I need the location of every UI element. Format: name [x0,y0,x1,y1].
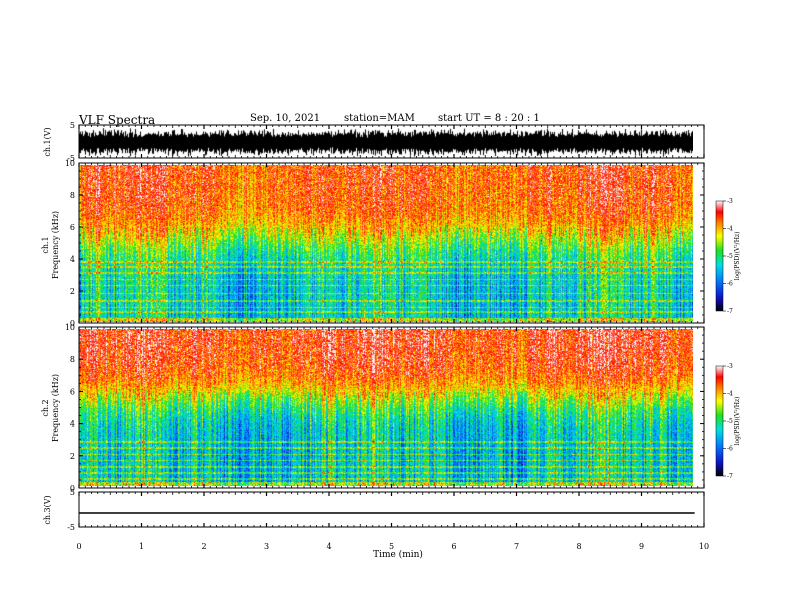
plot-title: VLF Spectra [79,113,156,127]
colorbar-tick-label: -4 [727,391,733,398]
y-tick-label: 6 [70,223,75,232]
x-tick-label: 8 [576,542,581,551]
x-tick-label: 1 [139,542,144,551]
colorbar-tick-label: -7 [727,308,733,315]
y-tick-label: 4 [70,255,75,264]
colorbar-tick-label: -4 [727,226,733,233]
y-tick-label: 8 [70,191,75,200]
y-tick-label: 8 [70,355,75,364]
colorbar-tick-label: -5 [727,418,733,425]
ch1-spec-ylabel-line2: Frequency (kHz) [51,211,60,279]
colorbar-tick-label: -6 [727,281,733,288]
ch1-waveform [79,128,693,157]
x-tick-label: 6 [451,542,456,551]
x-tick-label: 0 [76,542,81,551]
ch3-volt-ylabel: ch.3(V) [43,495,52,524]
colorbar-tick-label: -3 [727,363,733,370]
x-tick-label: 10 [699,542,709,551]
ch2-spec-ylabel-line2: Frequency (kHz) [51,374,60,442]
x-tick-label: 2 [201,542,206,551]
x-tick-label: 5 [389,542,394,551]
x-tick-label: 4 [326,542,331,551]
date-label: Sep. 10, 2021 [250,113,321,124]
station-label: station=MAM [344,113,415,124]
y-tick-label: 10 [65,323,75,332]
colorbar-tick-label: -5 [727,253,733,260]
ch1-colorbar-label: log(PSD)(V²/Hz) [734,232,741,281]
ch3-waveform-frame [78,491,705,528]
y-tick-label: 10 [65,159,75,168]
y-tick-label: -5 [67,154,75,163]
ch1-spec-ylabel-line1: ch.1 [41,236,50,253]
x-axis-label: Time (min) [373,549,423,560]
ch2-colorbar [715,365,724,477]
colorbar-tick-label: -7 [727,473,733,480]
colorbar-tick-label: -6 [727,446,733,453]
ch2-colorbar-label: log(PSD)(V²/Hz) [734,397,741,446]
y-tick-label: 5 [70,488,75,497]
y-tick-label: 5 [70,121,75,130]
ch1-colorbar [715,200,724,312]
y-tick-label: 0 [70,484,75,493]
ch1-spectrogram [79,165,693,322]
y-tick-label: 4 [70,420,75,429]
ch2-spec-ylabel-line1: ch.2 [41,399,50,416]
y-tick-label: 2 [70,452,75,461]
y-tick-label: 6 [70,387,75,396]
x-tick-label: 9 [639,542,644,551]
y-tick-label: -5 [67,523,75,532]
ch2-spectrogram [79,329,693,486]
ch1-volt-ylabel: ch.1(V) [43,127,52,156]
x-tick-label: 3 [264,542,269,551]
colorbar-tick-label: -3 [727,198,733,205]
x-tick-label: 7 [514,542,519,551]
start-time-label: start UT = 8 : 20 : 1 [438,113,540,124]
y-tick-label: 0 [70,319,75,328]
y-tick-label: 2 [70,287,75,296]
